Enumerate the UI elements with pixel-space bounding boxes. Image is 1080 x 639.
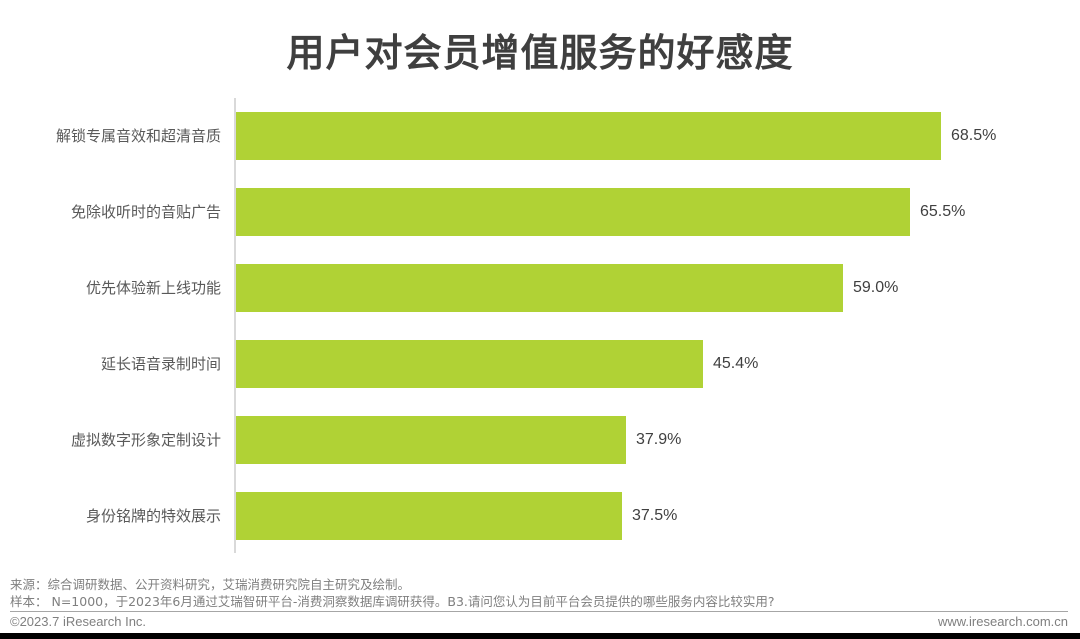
value-label: 65.5% — [920, 203, 966, 220]
value-label: 37.5% — [632, 507, 678, 524]
bar — [236, 188, 910, 236]
value-label: 68.5% — [951, 127, 997, 144]
bar — [236, 416, 626, 464]
category-label: 解锁专属音效和超清音质 — [55, 127, 221, 145]
sample-note: 样本： N=1000，于2023年6月通过艾瑞智研平台-消费洞察数据库调研获得。… — [10, 594, 775, 609]
y-axis-line — [234, 98, 236, 553]
bar — [236, 340, 703, 388]
category-label: 身份铭牌的特效展示 — [85, 507, 221, 525]
bar-row: 优先体验新上线功能 59.0% — [0, 264, 1080, 312]
category-label: 免除收听时的音贴广告 — [70, 203, 221, 221]
bar — [236, 492, 622, 540]
bar-row: 免除收听时的音贴广告 65.5% — [0, 188, 1080, 236]
value-label: 37.9% — [636, 431, 682, 448]
bar — [236, 264, 843, 312]
chart-title: 用户对会员增值服务的好感度 — [286, 31, 794, 75]
category-label: 虚拟数字形象定制设计 — [70, 431, 221, 449]
bar-row: 延长语音录制时间 45.4% — [0, 340, 1080, 388]
category-label: 延长语音录制时间 — [100, 355, 221, 373]
website-link[interactable]: www.iresearch.com.cn — [937, 614, 1068, 629]
source-note: 来源：综合调研数据、公开资料研究，艾瑞消费研究院自主研究及绘制。 — [10, 577, 411, 592]
bottom-band — [0, 633, 1080, 639]
bar-row: 虚拟数字形象定制设计 37.9% — [0, 416, 1080, 464]
bar-row: 解锁专属音效和超清音质 68.5% — [0, 112, 1080, 160]
value-label: 45.4% — [713, 355, 759, 372]
bar-row: 身份铭牌的特效展示 37.5% — [0, 492, 1080, 540]
copyright: ©2023.7 iResearch Inc. — [10, 614, 147, 629]
footer-divider — [10, 611, 1068, 612]
bar — [236, 112, 941, 160]
value-label: 59.0% — [853, 279, 899, 296]
category-label: 优先体验新上线功能 — [85, 279, 221, 297]
